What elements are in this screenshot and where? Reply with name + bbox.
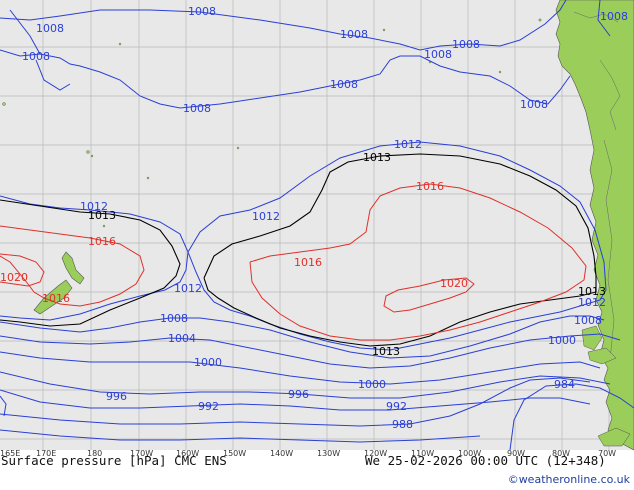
lon-tick: 80W (552, 449, 570, 458)
isobar-label-1012: 1012 (252, 210, 280, 223)
south-america-land (555, 0, 634, 451)
lon-tick: 150W (223, 449, 246, 458)
isobar-label-988: 988 (392, 418, 413, 431)
isobar-label-1012: 1012 (174, 282, 202, 295)
isobar-label-1008: 1008 (574, 314, 602, 327)
valid-time: We 25-02-2026 00:00 UTC (12+348) (365, 453, 606, 468)
longitude-ticks: 165E 170E 180 170W 160W 150W 140W 130W 1… (0, 449, 616, 458)
isobar-label-1000: 1000 (358, 378, 386, 391)
ocean-area (0, 0, 634, 450)
isobar-label-1012: 1012 (80, 200, 108, 213)
lon-tick: 170E (36, 449, 56, 458)
isobar-label-1008: 1008 (452, 38, 480, 51)
isobar-label-984: 984 (554, 378, 575, 391)
lon-tick: 160W (176, 449, 199, 458)
isobar-label-1013: 1013 (372, 345, 400, 358)
lon-tick: 120W (364, 449, 387, 458)
isobar-label-1020: 1020 (0, 271, 28, 284)
new-zealand-land (33, 251, 85, 315)
isobar-label-1004: 1004 (168, 332, 196, 345)
isobar-label-1000: 1000 (548, 334, 576, 347)
isobar-label-1008: 1008 (22, 50, 50, 63)
isobars-reference (0, 153, 597, 347)
isobar-label-1008: 1008 (330, 78, 358, 91)
isobar-label-1013: 1013 (578, 285, 606, 298)
lon-tick: 70W (598, 449, 616, 458)
isobar-label-996: 996 (288, 388, 309, 401)
lon-tick: 110W (411, 449, 434, 458)
isobar-label-1000: 1000 (194, 356, 222, 369)
credit-link[interactable]: ©weatheronline.co.uk (507, 473, 630, 486)
isobar-label-1013: 1013 (363, 151, 391, 164)
country-borders (573, 11, 621, 361)
isobars-high (0, 183, 587, 341)
lon-tick: 140W (270, 449, 293, 458)
isobar-label-1012: 1012 (394, 138, 422, 151)
lon-tick: 130W (317, 449, 340, 458)
isobar-label-1016: 1016 (88, 235, 116, 248)
isobar-label-1016: 1016 (42, 292, 70, 305)
isobar-label-1008: 1008 (188, 5, 216, 18)
isobar-labels: 1008 1008 1008 1008 1008 1008 1008 1008 … (0, 5, 628, 431)
lon-tick: 100W (458, 449, 481, 458)
isobars-low (0, 0, 634, 451)
isobar-label-1008: 1008 (160, 312, 188, 325)
isobar-label-1008: 1008 (424, 48, 452, 61)
isobar-label-1012: 1012 (578, 296, 606, 309)
lon-tick: 180 (87, 449, 102, 458)
isobar-label-1016: 1016 (294, 256, 322, 269)
isobar-label-1008: 1008 (183, 102, 211, 115)
isobar-label-992: 992 (386, 400, 407, 413)
pacific-islands (2, 18, 542, 228)
isobar-label-1008: 1008 (36, 22, 64, 35)
map-title: Surface pressure [hPa] CMC ENS (1, 453, 227, 468)
tierra-del-fuego (581, 325, 631, 447)
isobar-label-1013: 1013 (88, 209, 116, 222)
isobar-label-1008: 1008 (340, 28, 368, 41)
isobar-label-992: 992 (198, 400, 219, 413)
lon-tick: 90W (507, 449, 525, 458)
lon-tick: 165E (0, 449, 20, 458)
isobar-label-996: 996 (106, 390, 127, 403)
isobar-label-1016: 1016 (416, 180, 444, 193)
isobar-label-1020: 1020 (440, 277, 468, 290)
lon-tick: 170W (130, 449, 153, 458)
isobar-label-1008: 1008 (600, 10, 628, 23)
isobar-label-1008: 1008 (520, 98, 548, 111)
